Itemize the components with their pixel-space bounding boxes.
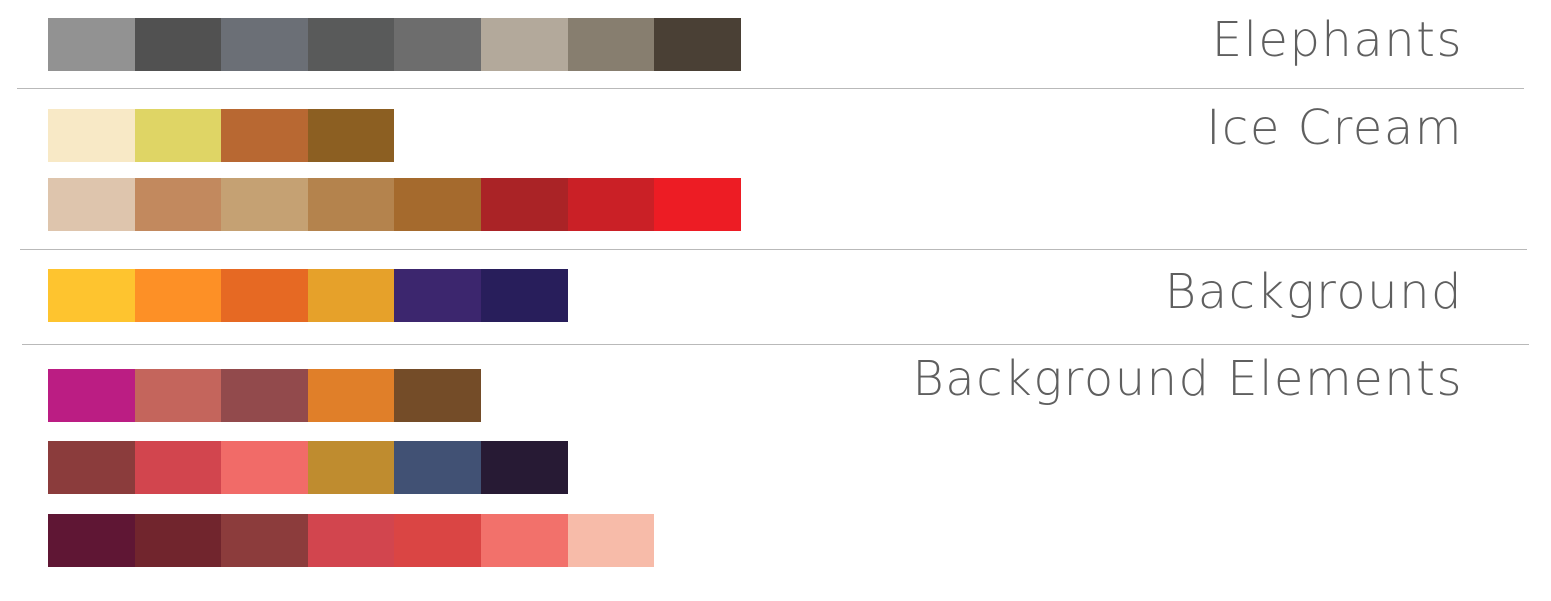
palette-background-elements-3: [48, 514, 655, 567]
color-swatch: [48, 441, 135, 494]
palette-background-elements-1: [48, 369, 481, 422]
palette-ice-cream-1: [48, 109, 395, 162]
color-swatch: [394, 369, 481, 422]
color-swatch: [307, 441, 395, 494]
color-swatch: [221, 109, 308, 162]
color-swatch: [134, 109, 222, 162]
section-title-background-elements: Background Elements: [912, 351, 1463, 407]
color-swatch: [480, 514, 568, 567]
color-swatch: [480, 269, 568, 322]
color-swatch: [48, 18, 135, 71]
color-swatch: [394, 514, 481, 567]
color-swatch: [394, 441, 481, 494]
section-divider: [17, 88, 1524, 89]
section-divider: [22, 344, 1529, 345]
color-swatch: [221, 269, 308, 322]
color-swatch: [48, 514, 135, 567]
color-swatch: [480, 441, 568, 494]
color-swatch: [307, 178, 395, 231]
color-swatch: [394, 178, 481, 231]
color-swatch: [48, 178, 135, 231]
color-swatch: [134, 178, 222, 231]
palette-elephants: [48, 18, 741, 71]
color-swatch: [480, 178, 568, 231]
color-swatch: [654, 18, 741, 71]
palette-background: [48, 269, 568, 322]
color-swatch: [48, 109, 135, 162]
palette-background-elements-2: [48, 441, 568, 494]
section-title-ice-cream: Ice Cream: [1206, 100, 1463, 156]
palette-ice-cream-2: [48, 178, 741, 231]
color-swatch: [307, 269, 395, 322]
color-swatch: [134, 269, 222, 322]
color-swatch: [221, 514, 308, 567]
color-swatch: [394, 269, 481, 322]
color-swatch: [480, 18, 568, 71]
color-swatch: [307, 18, 395, 71]
color-swatch: [134, 514, 222, 567]
color-swatch: [221, 18, 308, 71]
section-title-background: Background: [1164, 264, 1463, 320]
color-swatch: [307, 514, 395, 567]
color-swatch: [134, 441, 222, 494]
color-swatch: [134, 18, 222, 71]
color-swatch: [567, 178, 655, 231]
color-swatch: [48, 269, 135, 322]
color-swatch: [394, 18, 481, 71]
color-swatch: [221, 441, 308, 494]
color-swatch: [48, 369, 135, 422]
section-divider: [20, 249, 1527, 250]
section-title-elephants: Elephants: [1211, 12, 1463, 68]
color-swatch: [567, 18, 655, 71]
color-swatch: [221, 178, 308, 231]
color-swatch: [567, 514, 655, 567]
color-swatch: [221, 369, 308, 422]
color-swatch: [307, 109, 395, 162]
color-swatch: [307, 369, 395, 422]
color-swatch: [134, 369, 222, 422]
color-swatch: [654, 178, 741, 231]
